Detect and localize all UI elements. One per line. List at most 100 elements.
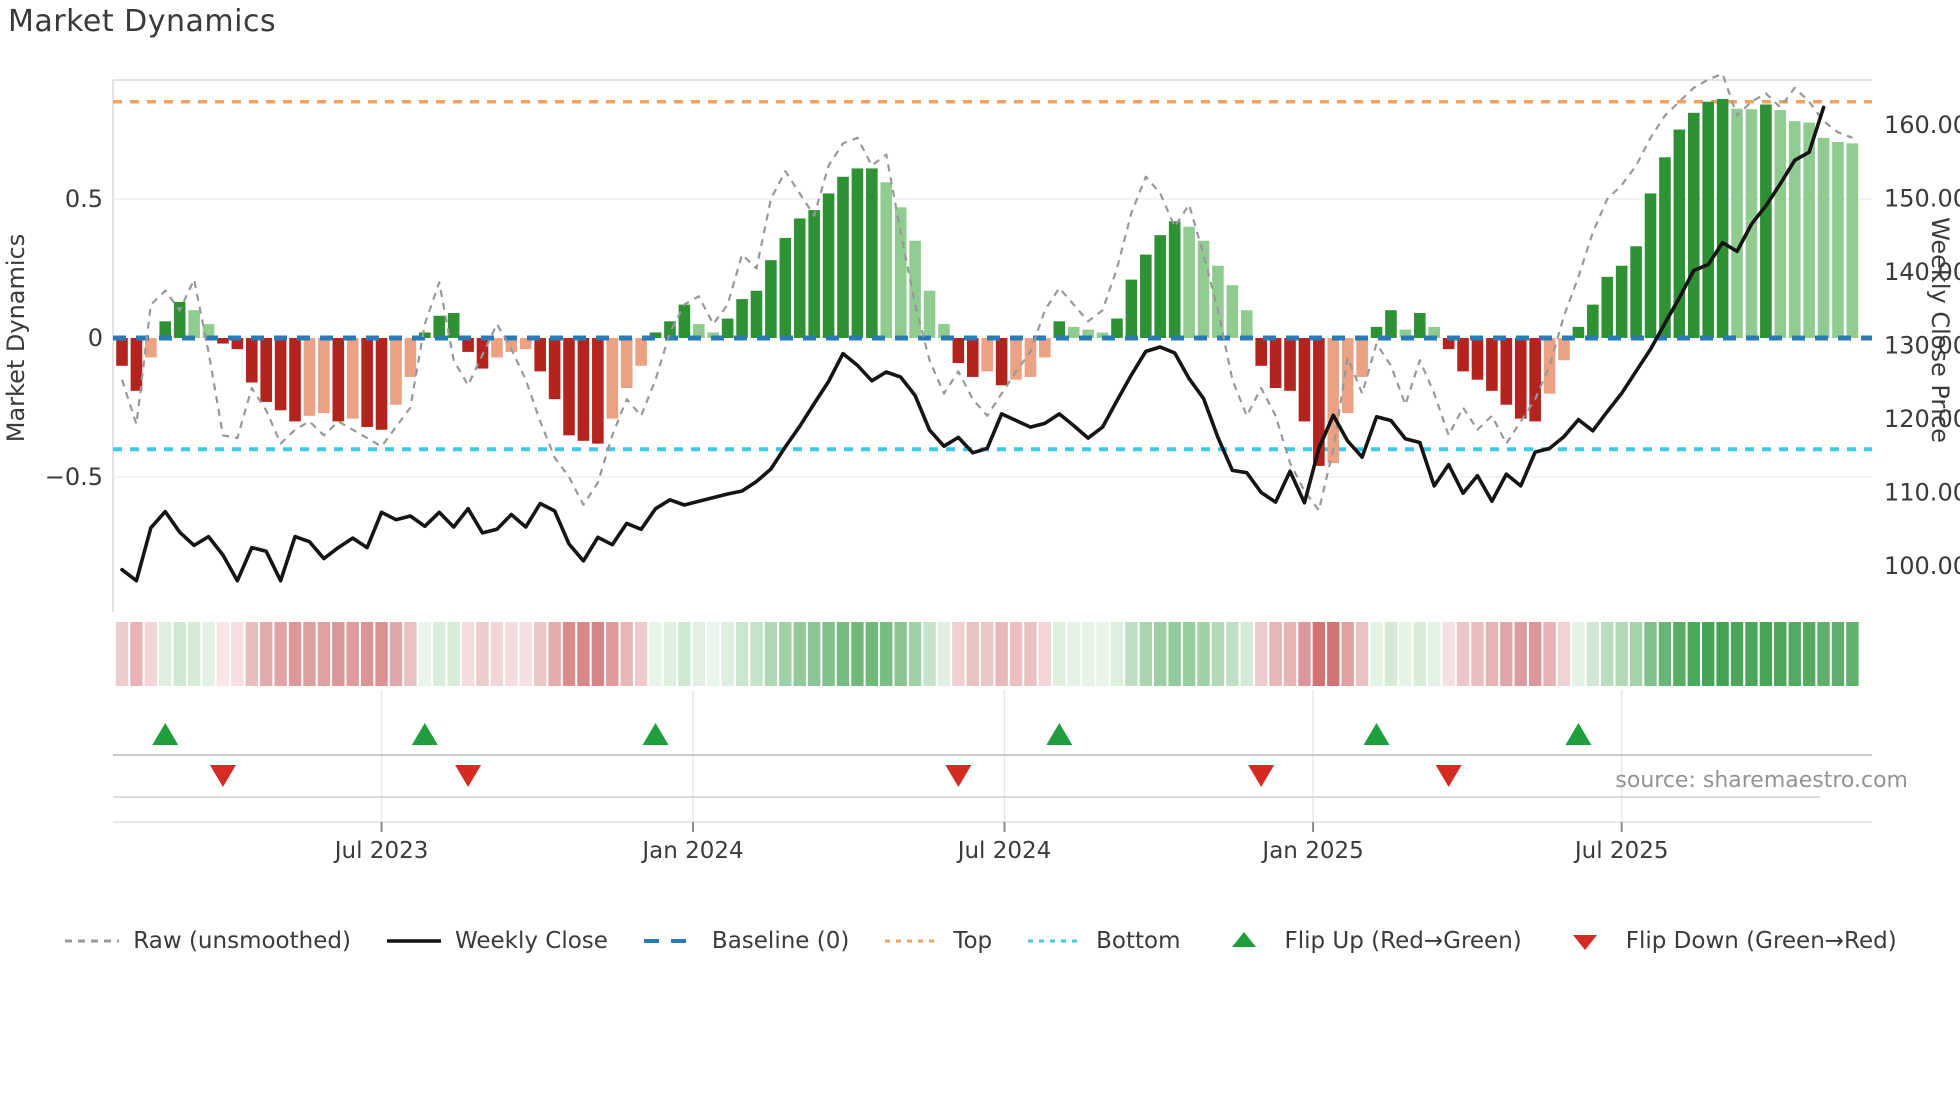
left-axis-tick-label: −0.5 <box>45 463 103 491</box>
oscillator-bar <box>1716 98 1729 338</box>
heatmap-cell <box>793 622 806 686</box>
heatmap-cell <box>1629 622 1643 686</box>
flip-up-marker <box>1046 723 1073 745</box>
heatmap-cell <box>115 622 129 686</box>
heatmap-cell <box>606 622 619 686</box>
heatmap-cell <box>1428 622 1441 686</box>
heatmap-cell <box>1327 622 1340 686</box>
oscillator-bar <box>548 338 561 400</box>
oscillator-bar <box>1659 157 1671 338</box>
heatmap-cell <box>663 622 677 686</box>
oscillator-bar <box>332 338 345 422</box>
oscillator-bar <box>1298 338 1311 422</box>
oscillator-bar <box>1428 326 1441 338</box>
oscillator-bar <box>750 290 763 338</box>
oscillator-bar <box>1125 279 1138 338</box>
legend-item-bottom: Bottom <box>1026 928 1181 954</box>
heatmap-cell <box>1009 622 1023 686</box>
heatmap-cell <box>995 622 1008 686</box>
heatmap-cell <box>1485 622 1499 686</box>
solid-line-icon <box>386 939 441 943</box>
oscillator-bar <box>145 338 157 358</box>
legend-label: Weekly Close <box>454 928 608 954</box>
heatmap-cell <box>1081 622 1095 686</box>
oscillator-bar <box>649 332 662 338</box>
legend-label: Raw (unsmoothed) <box>133 928 351 954</box>
heatmap-cell <box>1298 622 1311 686</box>
heatmap-cell <box>937 622 951 686</box>
oscillator-bar <box>1039 338 1051 358</box>
heatmap-cell <box>490 622 504 686</box>
oscillator-bar <box>116 338 128 366</box>
flip-down-marker <box>1248 765 1275 787</box>
page-title: Market Dynamics <box>8 4 277 39</box>
flip-down-marker <box>209 765 236 787</box>
oscillator-bar <box>1644 193 1657 338</box>
heatmap-cell <box>1370 622 1383 686</box>
heatmap-cell <box>389 622 403 686</box>
oscillator-bar <box>260 338 272 402</box>
oscillator-bar <box>202 324 215 338</box>
triangle-up-icon <box>1231 932 1256 947</box>
oscillator-bar <box>793 218 806 338</box>
right-axis-tick-label: 130.00 <box>1884 332 1960 360</box>
oscillator-bar <box>1558 338 1570 361</box>
flip-down-marker <box>1435 765 1462 787</box>
oscillator-bar <box>592 338 604 444</box>
x-axis-tick-label: Jul 2024 <box>956 838 1052 864</box>
heatmap-cell <box>1355 622 1369 686</box>
oscillator-bar <box>1817 137 1830 338</box>
heatmap-cell <box>1528 622 1542 686</box>
heatmap-cell <box>1125 622 1138 686</box>
oscillator-bar <box>1760 104 1772 338</box>
heatmap-cell <box>1673 622 1686 686</box>
triangle-down <box>1572 935 1597 950</box>
oscillator-bar <box>1082 329 1094 338</box>
heatmap-cell <box>1139 622 1153 686</box>
source-credit: source: sharemaestro.com <box>1615 768 1908 793</box>
heatmap-cell <box>1269 622 1282 686</box>
triangle-up <box>1231 932 1256 947</box>
heatmap-cell <box>1745 622 1758 686</box>
oscillator-bar <box>404 338 417 377</box>
oscillator-bar <box>1067 326 1080 338</box>
oscillator-bar <box>1529 338 1541 422</box>
oscillator-bar <box>447 312 460 338</box>
oscillator-bar <box>1313 338 1325 466</box>
heatmap-cell <box>1096 622 1109 686</box>
oscillator-bar <box>1514 338 1527 419</box>
oscillator-bar <box>1154 235 1167 338</box>
x-axis-tick-label: Jan 2025 <box>1260 838 1363 864</box>
legend-label: Flip Down (Green→Red) <box>1625 928 1897 954</box>
dotted-line-icon <box>885 939 940 943</box>
oscillator-bar <box>433 315 446 338</box>
oscillator-bar <box>1572 326 1585 338</box>
heatmap-cell <box>1197 622 1210 686</box>
heatmap-cell <box>562 622 576 686</box>
oscillator-bar <box>1096 332 1109 338</box>
heatmap-cell <box>1644 622 1657 686</box>
oscillator-bar <box>130 338 143 391</box>
oscillator-bar <box>1111 318 1123 338</box>
heatmap-cell <box>144 622 158 686</box>
heatmap-cell <box>981 622 994 686</box>
heatmap-cell <box>865 622 879 686</box>
heatmap-cell <box>317 622 331 686</box>
heatmap-cell <box>1312 622 1326 686</box>
heatmap-cell <box>1687 622 1700 686</box>
heatmap-cell <box>1557 622 1571 686</box>
heatmap-cell <box>1413 622 1426 686</box>
oscillator-bar <box>851 168 864 338</box>
heatmap-cell <box>1038 622 1052 686</box>
heatmap-cell <box>1283 622 1297 686</box>
heatmap-cell <box>750 622 763 686</box>
oscillator-bar <box>1212 265 1224 338</box>
oscillator-bar <box>1832 142 1844 338</box>
oscillator-bar <box>1240 310 1253 338</box>
heatmap-cell <box>260 622 273 686</box>
oscillator-bar <box>635 338 647 366</box>
heatmap-cell <box>404 622 417 686</box>
heatmap-cell <box>187 622 201 686</box>
oscillator-bar <box>938 324 950 338</box>
oscillator-bar <box>1356 338 1368 377</box>
